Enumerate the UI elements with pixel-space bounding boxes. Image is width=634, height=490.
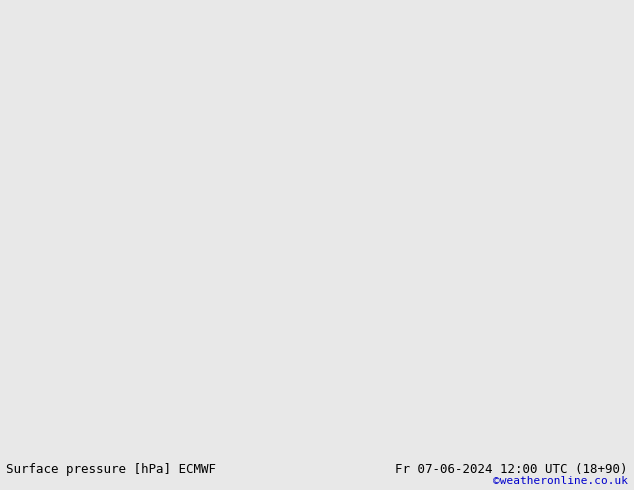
Polygon shape [278,27,634,265]
Text: 1012: 1012 [462,206,489,217]
Polygon shape [188,79,212,95]
Text: 1020: 1020 [214,341,242,351]
Text: Fr 07-06-2024 12:00 UTC (18+90): Fr 07-06-2024 12:00 UTC (18+90) [395,463,628,476]
Text: ©weatheronline.co.uk: ©weatheronline.co.uk [493,476,628,486]
Polygon shape [79,49,99,57]
Text: 1004: 1004 [283,141,311,151]
Text: 1013: 1013 [482,215,509,224]
Polygon shape [26,190,119,265]
Text: 1008: 1008 [521,135,548,145]
Polygon shape [160,108,180,119]
Text: 1016: 1016 [353,290,380,300]
Text: 1020: 1020 [264,349,291,359]
Polygon shape [0,255,634,423]
Text: 1020: 1020 [492,399,519,409]
Text: 1013: 1013 [175,244,202,254]
Text: 1020: 1020 [214,415,242,424]
Polygon shape [386,146,436,199]
Text: 1020: 1020 [214,373,242,383]
Text: Surface pressure [hPa] ECMWF: Surface pressure [hPa] ECMWF [6,463,216,476]
Text: 1008: 1008 [244,187,271,196]
Polygon shape [115,113,264,295]
Text: 1012: 1012 [234,250,261,260]
Text: 1000: 1000 [244,181,271,191]
Polygon shape [317,17,634,186]
